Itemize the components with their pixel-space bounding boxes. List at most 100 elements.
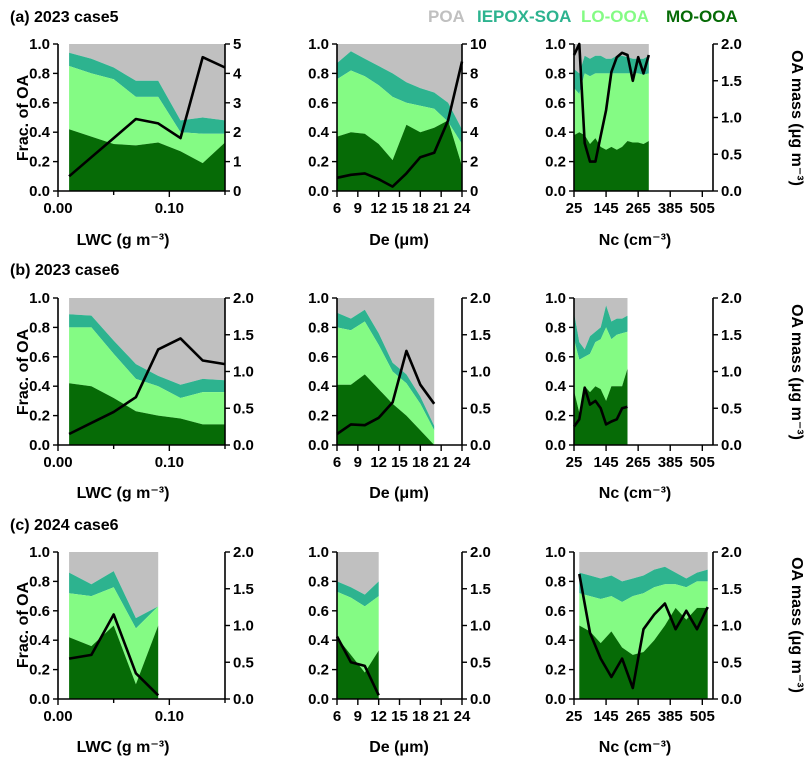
right-tick-label: 1.0 <box>721 110 742 127</box>
panel-b-de: 0.0 0.2 0.4 0.6 0.8 1.0 0.0 0.5 1.0 1.5 2.0 6 9 12 15 1… <box>308 290 491 471</box>
bottom-tick-label: 18 <box>412 708 429 725</box>
left-tick-label: 1.0 <box>545 290 566 307</box>
bottom-tick-label: 6 <box>333 708 341 725</box>
bottom-tick-label: 25 <box>566 200 583 217</box>
frac-axis-title-c: Frac. of OA <box>15 581 32 668</box>
area-iepox-soa <box>574 305 628 360</box>
left-tick-label: 0.8 <box>29 573 50 590</box>
bottom-tick-label: 12 <box>370 200 387 217</box>
right-tick-label: 0.5 <box>470 400 491 417</box>
bottom-tick-label: 505 <box>690 200 715 217</box>
oa-mass-line <box>335 635 380 696</box>
oa-mass-line <box>572 386 628 428</box>
bottom-tick-label: 21 <box>433 200 450 217</box>
frac-axis-title-b: Frac. of OA <box>15 328 32 415</box>
bottom-tick-label: 0.10 <box>155 200 184 217</box>
right-tick-label: 1.5 <box>470 581 491 598</box>
bottom-tick-label: 0.10 <box>155 454 184 471</box>
right-tick-label: 0.0 <box>470 437 491 454</box>
panel-a-nc: 0.0 0.2 0.4 0.6 0.8 1.0 0.0 0.5 1.0 1.5 2.0 25 145 26… <box>545 36 742 217</box>
right-tick-label: 2 <box>470 154 478 171</box>
area-iepox-soa <box>337 51 462 144</box>
right-tick-label: 2.0 <box>233 544 254 561</box>
panel-c-lwc: 0.0 0.2 0.4 0.6 0.8 1.0 0.0 0.5 1.0 1.5 2.0 0.00 0.1… <box>29 544 254 725</box>
area-poa <box>69 44 225 121</box>
bottom-tick-label: 25 <box>566 454 583 471</box>
area-iepox-soa <box>337 581 379 607</box>
x-axis-title-c-lwc: LWC (g m⁻³) <box>77 739 170 756</box>
right-tick-label: 1.0 <box>470 364 491 381</box>
bottom-tick-label: 0.00 <box>43 454 72 471</box>
oa-mass-line <box>572 42 651 163</box>
area-poa <box>574 298 628 350</box>
bottom-tick-label: 9 <box>354 200 362 217</box>
x-axis-title-c-de: De (μm) <box>369 739 429 756</box>
area-mo-ooa <box>337 120 462 191</box>
bottom-tick-label: 6 <box>333 454 341 471</box>
area-mo-ooa <box>574 132 649 191</box>
bottom-tick-label: 145 <box>594 708 619 725</box>
bottom-tick-label: 12 <box>370 454 387 471</box>
left-tick-label: 0.6 <box>545 603 566 620</box>
x-axis-title-b-nc: Nc (cm⁻³) <box>599 485 671 502</box>
oa-mass-line <box>68 55 226 178</box>
area-lo-ooa <box>337 70 462 166</box>
x-axis-title-b-de: De (μm) <box>369 485 429 502</box>
left-tick-label: 0.0 <box>29 183 50 200</box>
right-tick-label: 0.0 <box>721 691 742 708</box>
panel-c-de: 0.0 0.2 0.4 0.6 0.8 1.0 0.0 0.5 1.0 1.5 2.0 6 9 12 15 1… <box>308 544 491 725</box>
left-tick-label: 0.2 <box>29 154 50 171</box>
area-poa <box>337 552 379 595</box>
bottom-tick-label: 25 <box>566 708 583 725</box>
x-axis-title-a-nc: Nc (cm⁻³) <box>599 232 671 249</box>
area-iepox-soa <box>337 309 435 431</box>
right-tick-label: 1.5 <box>721 581 742 598</box>
right-tick-label: 0.5 <box>721 146 742 163</box>
bottom-tick-label: 21 <box>433 708 450 725</box>
right-tick-label: 1.5 <box>721 73 742 90</box>
bottom-tick-label: 265 <box>626 454 651 471</box>
panel-b-lwc: 0.0 0.2 0.4 0.6 0.8 1.0 0.0 0.5 1.0 1.5 2.0 0.00 0.1… <box>29 290 254 471</box>
area-lo-ooa <box>69 66 225 164</box>
left-tick-label: 0.2 <box>308 154 329 171</box>
x-axis-title-c-nc: Nc (cm⁻³) <box>599 739 671 756</box>
left-tick-label: 1.0 <box>308 544 329 561</box>
right-tick-label: 5 <box>233 36 241 53</box>
left-tick-label: 0.8 <box>29 319 50 336</box>
bottom-tick-label: 15 <box>391 454 408 471</box>
left-tick-label: 0.4 <box>29 378 51 395</box>
left-tick-label: 0.0 <box>29 437 50 454</box>
left-tick-label: 1.0 <box>308 290 329 307</box>
left-tick-label: 0.4 <box>308 632 330 649</box>
right-tick-label: 3 <box>233 95 241 112</box>
area-lo-ooa <box>337 321 435 445</box>
row-title-c: (c) 2024 case6 <box>10 517 119 534</box>
right-tick-label: 1 <box>233 154 241 171</box>
bottom-tick-label: 21 <box>433 454 450 471</box>
left-tick-label: 0.6 <box>308 603 329 620</box>
area-poa <box>579 552 708 582</box>
bottom-tick-label: 18 <box>412 200 429 217</box>
area-mo-ooa <box>69 129 225 191</box>
left-tick-label: 0.2 <box>308 408 329 425</box>
bottom-tick-label: 265 <box>626 200 651 217</box>
left-tick-label: 0.0 <box>308 437 329 454</box>
left-tick-label: 1.0 <box>29 290 50 307</box>
left-tick-label: 0.4 <box>308 378 330 395</box>
area-poa <box>337 44 462 130</box>
area-lo-ooa <box>574 327 628 413</box>
right-tick-label: 4 <box>470 124 479 141</box>
right-tick-label: 2.0 <box>470 544 491 561</box>
area-mo-ooa <box>337 637 379 699</box>
left-tick-label: 0.0 <box>308 691 329 708</box>
bottom-tick-label: 265 <box>626 708 651 725</box>
area-iepox-soa <box>69 52 225 134</box>
bottom-tick-label: 15 <box>391 708 408 725</box>
left-tick-label: 0.2 <box>545 662 566 679</box>
left-tick-label: 0.0 <box>545 437 566 454</box>
bottom-tick-label: 15 <box>391 200 408 217</box>
bottom-tick-label: 0.00 <box>43 200 72 217</box>
left-tick-label: 0.2 <box>29 662 50 679</box>
